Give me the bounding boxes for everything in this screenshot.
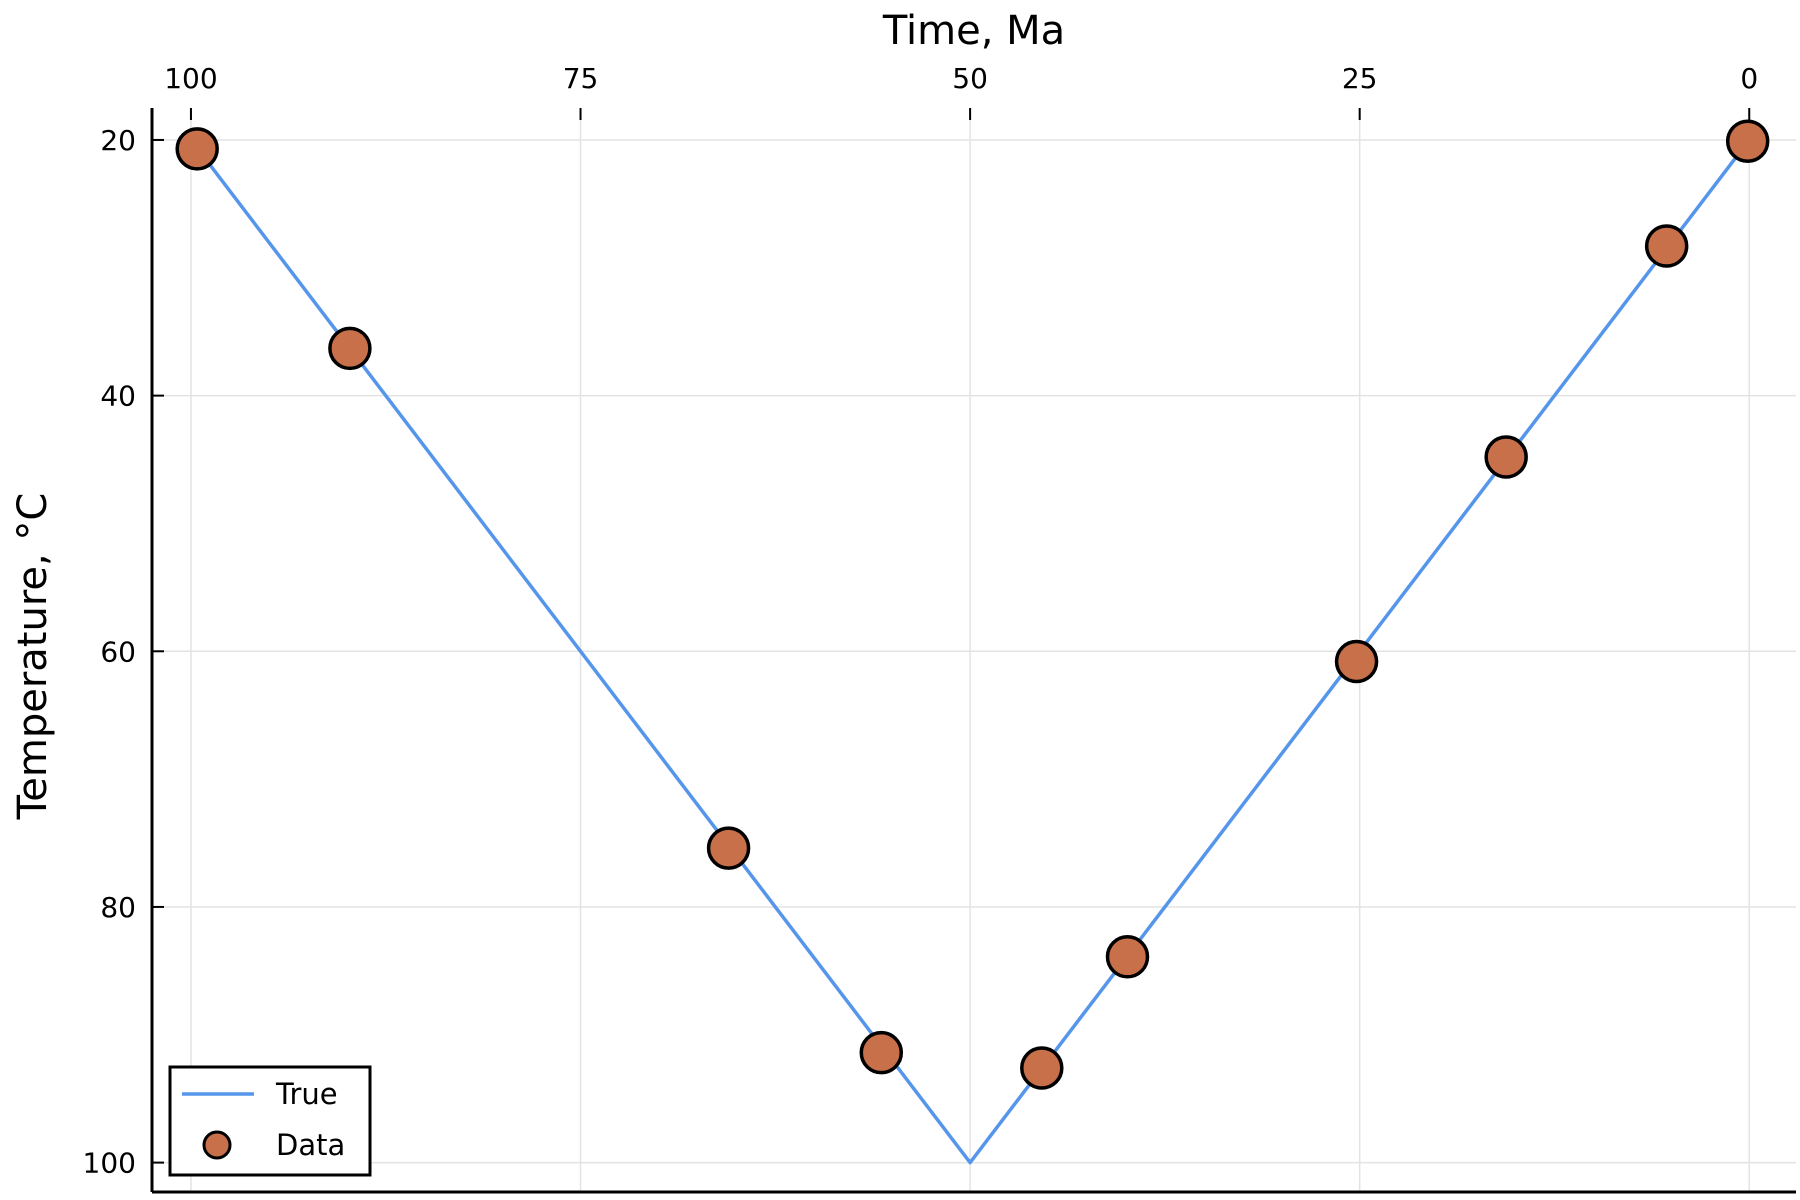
legend-marker-swatch bbox=[202, 1130, 232, 1160]
x-tick-label: 0 bbox=[1740, 62, 1758, 95]
x-tick-label: 100 bbox=[164, 62, 217, 95]
data-point bbox=[328, 326, 372, 371]
data-point bbox=[1105, 935, 1150, 979]
x-tick-label: 25 bbox=[1342, 62, 1378, 95]
legend-label-true: True bbox=[275, 1077, 338, 1111]
x-tick-label: 50 bbox=[952, 62, 988, 95]
data-point bbox=[1020, 1046, 1064, 1090]
series-line-true bbox=[189, 138, 1751, 1165]
grid bbox=[152, 108, 1796, 1192]
y-tick-label: 80 bbox=[100, 891, 136, 924]
y-axis-title: Temperature, °C bbox=[10, 493, 56, 821]
x-axis-title: Time, Ma bbox=[882, 8, 1065, 54]
data-point bbox=[859, 1030, 904, 1075]
legend-label-data: Data bbox=[276, 1128, 345, 1162]
y-tick-label: 60 bbox=[100, 635, 136, 668]
data-point bbox=[706, 826, 751, 870]
y-tick-label: 20 bbox=[100, 124, 136, 157]
y-tick-label: 100 bbox=[83, 1147, 136, 1180]
legend: True Data bbox=[168, 1065, 372, 1177]
data-point bbox=[1725, 119, 1770, 163]
data-point bbox=[1484, 435, 1528, 479]
y-tick-label: 40 bbox=[100, 380, 136, 413]
legend-box bbox=[168, 1065, 372, 1177]
data-point bbox=[1334, 639, 1379, 684]
data-point bbox=[1644, 224, 1689, 268]
axes bbox=[150, 108, 1796, 1194]
ticks: 100 75 50 25 0 20 40 60 80 100 bbox=[83, 62, 1759, 1180]
data-point bbox=[175, 127, 219, 171]
plot-area bbox=[175, 119, 1770, 1165]
x-tick-label: 75 bbox=[563, 62, 599, 95]
